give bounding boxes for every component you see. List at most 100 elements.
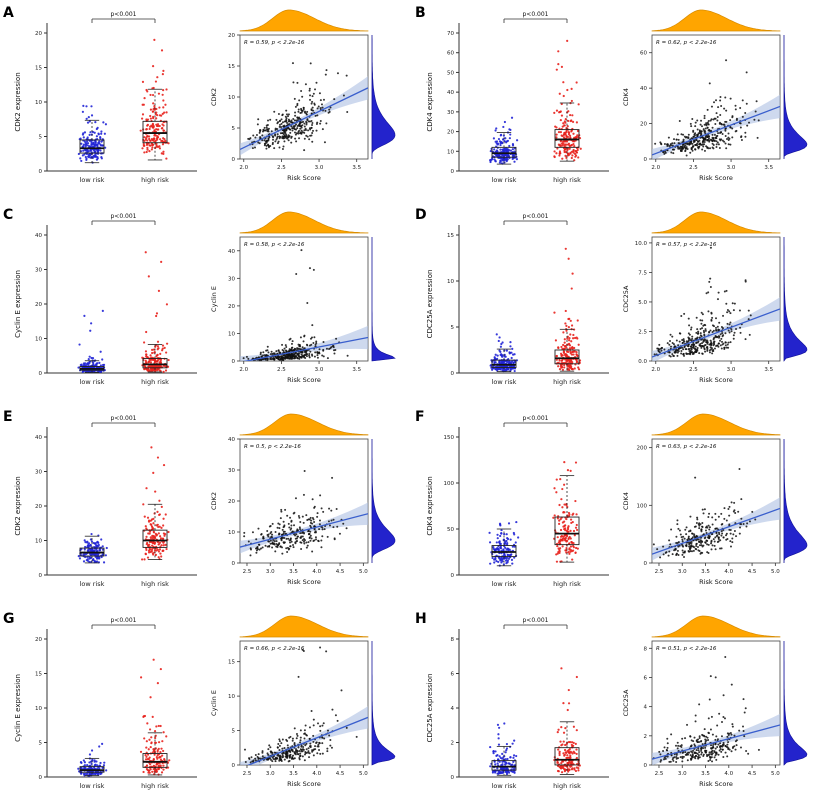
- svg-text:0: 0: [451, 573, 455, 579]
- svg-text:40: 40: [35, 435, 42, 441]
- svg-text:0: 0: [39, 371, 43, 377]
- svg-text:20: 20: [35, 31, 42, 37]
- svg-text:2.0: 2.0: [651, 367, 660, 373]
- svg-text:CDK2 expression: CDK2 expression: [14, 72, 22, 131]
- svg-text:15: 15: [447, 233, 454, 239]
- svg-text:0: 0: [39, 169, 43, 175]
- svg-text:high risk: high risk: [553, 378, 581, 386]
- panel-label: D: [415, 207, 427, 223]
- svg-text:2.5: 2.5: [689, 367, 698, 373]
- svg-text:3.0: 3.0: [315, 165, 324, 171]
- svg-text:15: 15: [228, 64, 235, 70]
- svg-text:100: 100: [637, 503, 648, 509]
- panel-label: A: [3, 5, 14, 21]
- svg-text:CDK4: CDK4: [622, 88, 630, 106]
- panel-label: B: [415, 5, 426, 21]
- svg-text:40: 40: [640, 86, 647, 92]
- svg-text:40: 40: [228, 249, 235, 255]
- svg-text:high risk: high risk: [141, 378, 169, 386]
- svg-text:5.0: 5.0: [359, 569, 368, 575]
- svg-text:20: 20: [35, 504, 42, 510]
- svg-text:0: 0: [39, 775, 43, 781]
- svg-text:40: 40: [447, 90, 454, 96]
- svg-text:R = 0.57, p < 2.2e-16: R = 0.57, p < 2.2e-16: [656, 242, 717, 248]
- svg-text:20: 20: [228, 304, 235, 310]
- svg-text:3.5: 3.5: [352, 367, 361, 373]
- svg-text:2.5: 2.5: [277, 165, 286, 171]
- svg-text:2.5: 2.5: [638, 329, 647, 335]
- panel-label: E: [3, 409, 13, 425]
- svg-text:10.0: 10.0: [635, 241, 648, 247]
- svg-text:Risk Score: Risk Score: [699, 376, 733, 384]
- svg-text:0: 0: [232, 157, 236, 163]
- svg-text:3.0: 3.0: [727, 165, 736, 171]
- svg-text:Risk Score: Risk Score: [287, 578, 321, 586]
- svg-text:low risk: low risk: [492, 176, 517, 184]
- strip-chart-svg: 0 5 10 15 20 CDK2 expression low risk high risk…: [14, 11, 197, 184]
- svg-text:p<0.001: p<0.001: [522, 415, 548, 422]
- svg-text:10: 10: [447, 149, 454, 155]
- svg-text:5: 5: [39, 135, 43, 141]
- svg-text:2.0: 2.0: [239, 165, 248, 171]
- svg-text:10: 10: [35, 539, 42, 545]
- svg-text:0: 0: [451, 169, 455, 175]
- svg-text:7.5: 7.5: [638, 270, 647, 276]
- strip-plot-h: 0 2 4 6 8 CDC25A expression low risk high risk p…: [423, 609, 615, 809]
- svg-text:Cyclin E expression: Cyclin E expression: [14, 674, 22, 742]
- svg-text:CDC25A: CDC25A: [622, 285, 630, 312]
- strip-chart-svg: 0 10 20 30 40 50 60 70 CDK4 expression low risk hi…: [426, 11, 609, 184]
- panel-label: G: [3, 611, 15, 627]
- svg-text:10: 10: [228, 95, 235, 101]
- svg-text:50: 50: [447, 527, 454, 533]
- svg-text:200: 200: [637, 446, 648, 452]
- svg-text:0: 0: [451, 371, 455, 377]
- svg-text:4.5: 4.5: [336, 569, 345, 575]
- panel-label: H: [415, 611, 427, 627]
- svg-text:high risk: high risk: [141, 782, 169, 790]
- svg-text:10: 10: [228, 331, 235, 337]
- strip-plot-a: 0 5 10 15 20 CDK2 expression low risk high risk…: [11, 3, 203, 203]
- panel-h: H 0 2 4 6 8 CDC25A expression low risk high ris…: [412, 606, 824, 808]
- strip-chart-svg: 0 5 10 15 20 Cyclin E expression low risk high …: [14, 617, 197, 790]
- svg-text:Cyclin E: Cyclin E: [210, 286, 218, 312]
- svg-text:high risk: high risk: [141, 580, 169, 588]
- svg-text:CDC25A expression: CDC25A expression: [426, 270, 434, 339]
- scatter-plot-f: R = 0.63, p < 2.2e-16 2.5 3.0 3.5 4.0 4.5 5.0 0…: [618, 407, 818, 603]
- svg-text:0.0: 0.0: [638, 359, 647, 365]
- svg-text:40: 40: [228, 437, 235, 443]
- svg-text:30: 30: [228, 276, 235, 282]
- panel-d: D 0 5 10 15 CDC25A expression low risk high ri…: [412, 202, 824, 404]
- strip-chart-svg: 0 10 20 30 40 CDK2 expression low risk high ris…: [14, 415, 197, 588]
- scatter-plot-e: R = 0.5, p < 2.2e-16 2.5 3.0 3.5 4.0 4.5 5.0 0 1…: [206, 407, 406, 603]
- svg-text:15: 15: [35, 672, 42, 678]
- svg-text:p<0.001: p<0.001: [110, 11, 136, 18]
- svg-text:CDK4 expression: CDK4 expression: [426, 476, 434, 535]
- panel-label: C: [3, 207, 14, 223]
- svg-text:50: 50: [447, 70, 454, 76]
- scatter-chart-svg: R = 0.5, p < 2.2e-16 2.5 3.0 3.5 4.0 4.5 5.0 0 1…: [210, 413, 396, 586]
- svg-text:70: 70: [447, 31, 454, 37]
- svg-text:R = 0.62, p < 2.2e-16: R = 0.62, p < 2.2e-16: [656, 40, 717, 46]
- svg-text:30: 30: [35, 470, 42, 476]
- scatter-plot-g: R = 0.66, p < 2.2e-16 2.5 3.0 3.5 4.0 4.5 5.0 0…: [206, 609, 406, 805]
- scatter-chart-svg: R = 0.51, p < 2.2e-162.5 3.0 3.5 4.0 4.5 5.00…: [622, 615, 808, 788]
- svg-text:10: 10: [35, 100, 42, 106]
- strip-chart-svg: 0 50 100 150 CDK4 expression low risk high ris…: [426, 415, 609, 588]
- svg-text:15: 15: [35, 66, 42, 72]
- svg-text:2.5: 2.5: [655, 569, 664, 575]
- svg-text:150: 150: [444, 435, 455, 441]
- scatter-chart-svg: R = 0.58, p < 2.2e-16 2.0 2.5 3.0 3.5 0 10 20 30…: [210, 211, 396, 384]
- svg-text:CDK2: CDK2: [210, 88, 218, 106]
- scatter-plot-c: R = 0.58, p < 2.2e-16 2.0 2.5 3.0 3.5 0 10 20 30…: [206, 205, 406, 401]
- svg-text:3.0: 3.0: [315, 367, 324, 373]
- svg-text:2.5: 2.5: [243, 569, 252, 575]
- svg-text:0: 0: [39, 573, 43, 579]
- svg-text:20: 20: [35, 302, 42, 308]
- svg-text:CDK4 expression: CDK4 expression: [426, 72, 434, 131]
- svg-text:0: 0: [644, 561, 648, 567]
- panel-label: F: [415, 409, 425, 425]
- svg-text:100: 100: [444, 481, 455, 487]
- svg-text:p<0.001: p<0.001: [110, 213, 136, 220]
- svg-text:3.0: 3.0: [266, 569, 275, 575]
- svg-text:3.0: 3.0: [727, 367, 736, 373]
